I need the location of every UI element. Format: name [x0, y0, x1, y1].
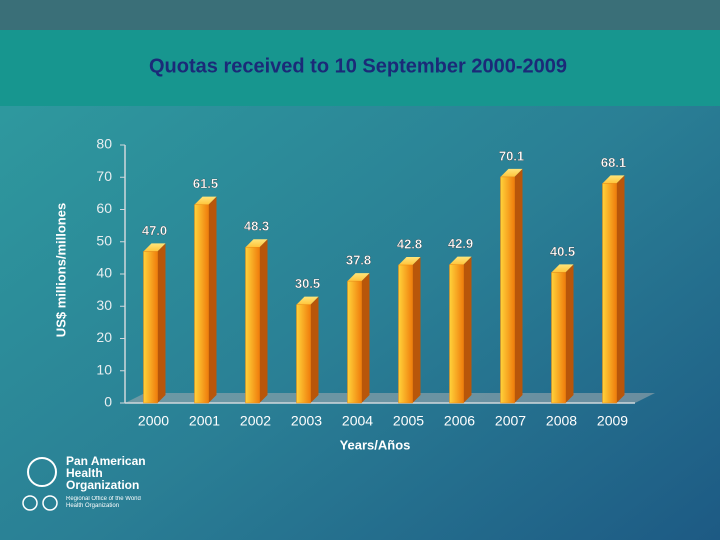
bar-side: [259, 239, 268, 403]
photo-strip: [0, 0, 720, 30]
bar-side: [463, 256, 472, 403]
logo-name: Pan American Health Organization: [66, 455, 146, 492]
x-tick-label: 2008: [546, 413, 577, 429]
logo-emblem: [42, 495, 58, 511]
bar-side: [310, 296, 319, 403]
value-label: 37.8: [346, 253, 371, 268]
y-tick-label: 0: [104, 394, 112, 410]
logo-subtitle: Regional Office of the World Health Orga…: [66, 496, 141, 509]
y-tick-label: 40: [96, 265, 112, 281]
y-tick-label: 70: [96, 168, 112, 184]
value-label: 68.1: [601, 155, 626, 170]
bar: [296, 304, 311, 404]
bar-side: [514, 168, 523, 403]
x-tick-label: 2001: [189, 413, 220, 429]
x-axis-label: Years/Años: [340, 437, 411, 452]
bar-top: [194, 196, 217, 205]
value-label: 70.1: [499, 148, 524, 163]
bar: [194, 204, 209, 404]
value-label: 42.8: [397, 236, 422, 251]
bar: [245, 246, 260, 404]
chart-title: Quotas received to 10 September 2000-200…: [149, 55, 567, 77]
y-tick-label: 50: [96, 232, 112, 248]
bar-top: [347, 273, 370, 282]
bar-side: [565, 264, 574, 403]
bar: [449, 264, 464, 404]
bar-top: [245, 239, 268, 248]
bar-top: [398, 256, 421, 265]
logo-emblem: [22, 495, 38, 511]
logo: Pan American Health Organization Regiona…: [22, 455, 146, 511]
bar-top: [449, 256, 472, 265]
y-tick-label: 20: [96, 329, 112, 345]
y-tick-label: 10: [96, 361, 112, 377]
bar-top: [551, 264, 574, 273]
x-tick-label: 2009: [597, 413, 628, 429]
bar: [602, 183, 617, 404]
title-band: [0, 30, 720, 106]
value-label: 42.9: [448, 236, 473, 251]
x-tick-label: 2004: [342, 413, 373, 429]
bar-top: [602, 175, 625, 184]
x-tick-label: 2002: [240, 413, 271, 429]
bar-top: [500, 168, 523, 177]
bar: [398, 264, 413, 404]
y-tick-label: 30: [96, 297, 112, 313]
x-tick-label: 2006: [444, 413, 475, 429]
bar: [143, 251, 158, 404]
logo-subtitle-box: Regional Office of the World Health Orga…: [66, 496, 141, 509]
y-tick-label: 60: [96, 200, 112, 216]
x-tick-label: 2003: [291, 413, 322, 429]
value-label: 47.0: [142, 223, 167, 238]
logo-globe: [27, 457, 57, 487]
bar: [551, 272, 566, 404]
value-label: 61.5: [193, 176, 218, 191]
bar-top: [143, 243, 166, 252]
logo-name-box: Pan American Health Organization: [66, 455, 146, 492]
y-axis-label: US$ millions/millones: [53, 203, 68, 337]
value-label: 40.5: [550, 244, 575, 259]
bar: [500, 176, 515, 404]
bar: [347, 280, 362, 404]
x-tick-label: 2007: [495, 413, 526, 429]
bar-side: [157, 243, 166, 403]
bar-side: [616, 175, 625, 403]
value-label: 30.5: [295, 276, 320, 291]
bar-side: [208, 196, 217, 403]
value-label: 48.3: [244, 219, 269, 234]
x-tick-label: 2005: [393, 413, 424, 429]
x-tick-label: 2000: [138, 413, 169, 429]
bar-top: [296, 296, 319, 305]
bar-side: [412, 256, 421, 403]
y-tick-label: 80: [96, 136, 112, 152]
bar-side: [361, 273, 370, 403]
